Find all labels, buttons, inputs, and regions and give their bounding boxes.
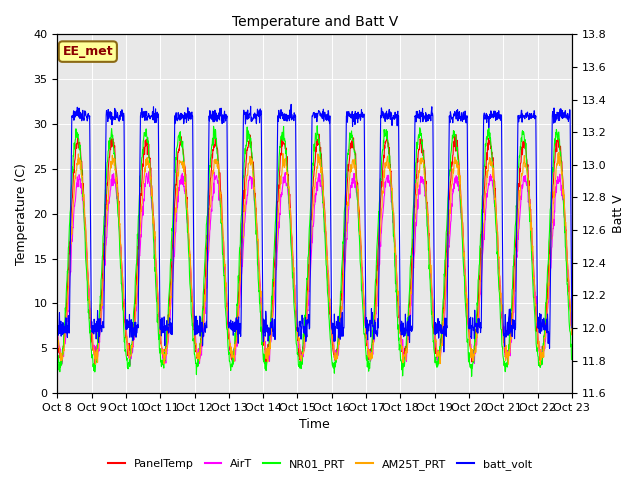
Title: Temperature and Batt V: Temperature and Batt V bbox=[232, 15, 397, 29]
Text: EE_met: EE_met bbox=[63, 45, 113, 58]
Legend: PanelTemp, AirT, NR01_PRT, AM25T_PRT, batt_volt: PanelTemp, AirT, NR01_PRT, AM25T_PRT, ba… bbox=[104, 455, 536, 474]
Y-axis label: Batt V: Batt V bbox=[612, 194, 625, 233]
X-axis label: Time: Time bbox=[300, 419, 330, 432]
Y-axis label: Temperature (C): Temperature (C) bbox=[15, 163, 28, 264]
